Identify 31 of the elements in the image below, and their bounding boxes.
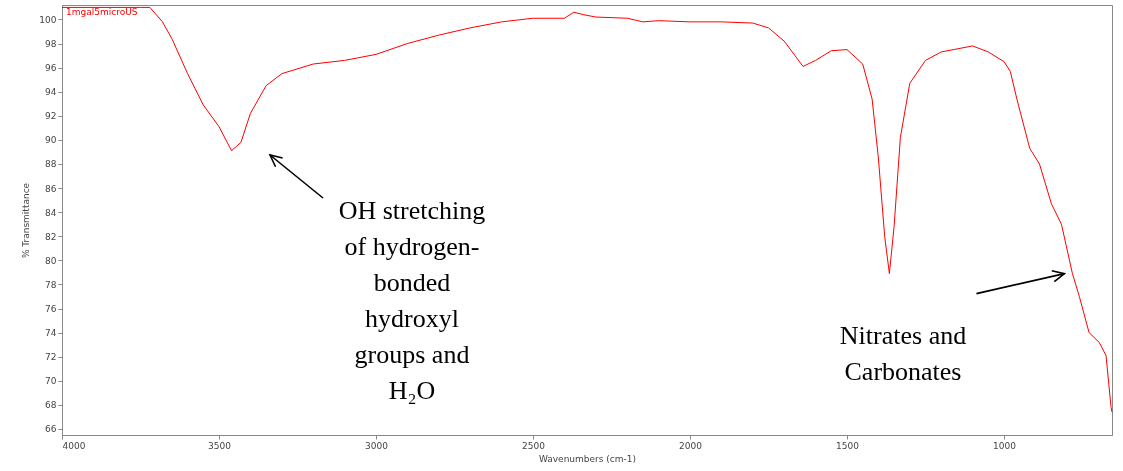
x-tick-label: 4000: [62, 440, 86, 451]
x-axis-title: Wavenumbers (cm-1): [538, 453, 637, 464]
x-tick-label: 3000: [365, 440, 389, 451]
x-tick-label: 1000: [993, 440, 1017, 451]
x-tick-label: 2000: [679, 440, 703, 451]
y-tick-label: 96: [45, 63, 57, 74]
x-tick-label: 3500: [208, 440, 232, 451]
annotation: Nitrates and Carbonates: [838, 320, 968, 388]
y-tick-label: 66: [45, 424, 57, 435]
x-tick-label: 1500: [836, 440, 860, 451]
line-series: [61, 6, 1113, 413]
y-tick-label: 92: [45, 111, 57, 122]
y-tick-label: 74: [45, 328, 57, 339]
y-axis-title: % Transmittance: [21, 182, 32, 259]
y-tick-label: 88: [45, 159, 57, 170]
y-tick-label: 86: [45, 183, 57, 194]
y-tick-label: 100: [39, 14, 57, 25]
y-tick-label: 70: [45, 376, 57, 387]
y-tick-label: 84: [45, 207, 57, 218]
y-tick-label: 80: [45, 255, 57, 266]
y-tick-label: 76: [45, 304, 57, 315]
y-tick-label: 98: [45, 39, 57, 50]
y-tick-label: 78: [45, 279, 57, 290]
series-label: 1mgal5microUS: [66, 7, 138, 17]
y-tick-label: 72: [45, 352, 57, 363]
annotation: OH stretching of hydrogen-bonded hydroxyl groups and H₂O: [337, 195, 487, 407]
y-tick-label: 82: [45, 231, 57, 242]
x-tick-label: 2500: [522, 440, 546, 451]
y-tick-label: 68: [45, 400, 57, 411]
y-tick-label: 90: [45, 135, 57, 146]
y-tick-label: 94: [45, 87, 57, 98]
